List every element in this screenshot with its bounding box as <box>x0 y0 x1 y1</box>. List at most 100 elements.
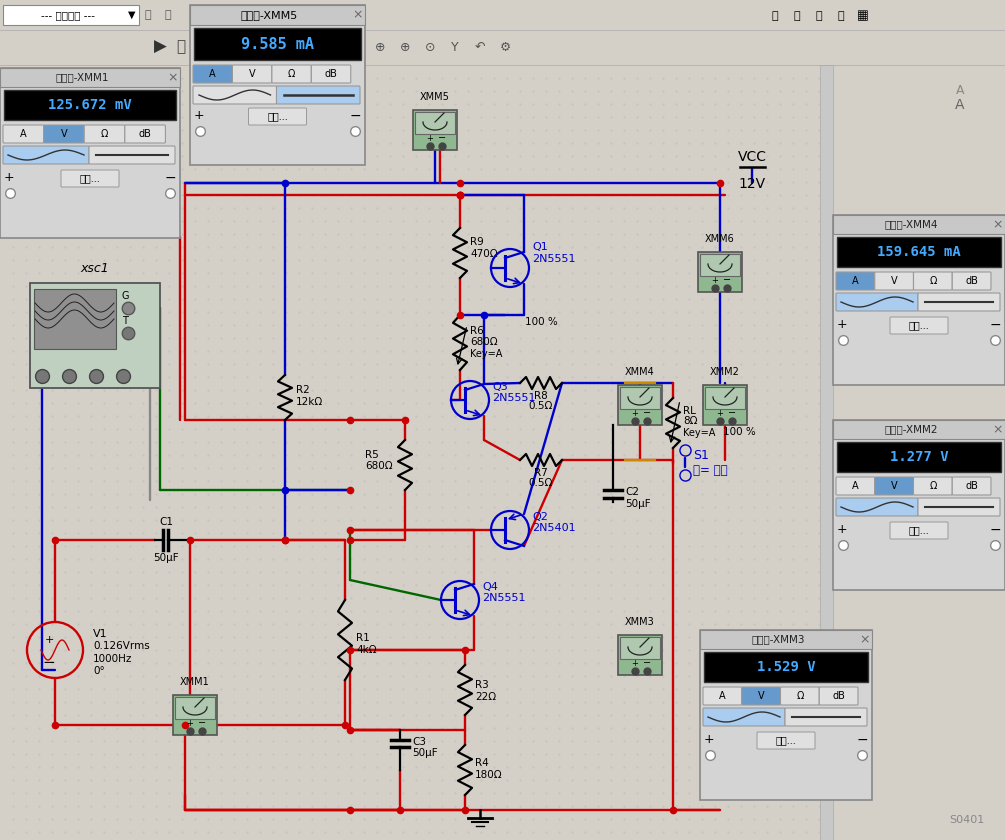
Text: 125.672 mV: 125.672 mV <box>48 98 132 112</box>
Text: Q2: Q2 <box>532 512 548 522</box>
Text: Key=A: Key=A <box>683 428 716 438</box>
Text: 🔧: 🔧 <box>145 10 152 20</box>
Text: 100 %: 100 % <box>723 427 756 437</box>
Bar <box>190 5 365 25</box>
Text: S1: S1 <box>693 449 709 461</box>
Text: dB: dB <box>325 69 338 79</box>
FancyBboxPatch shape <box>874 272 914 290</box>
Text: −: − <box>723 275 731 285</box>
Text: V: V <box>890 276 897 286</box>
Text: ⊙: ⊙ <box>425 40 435 54</box>
Text: 0°: 0° <box>93 666 105 676</box>
Text: +: + <box>194 109 205 122</box>
FancyBboxPatch shape <box>704 687 742 705</box>
Text: V: V <box>758 691 765 701</box>
FancyBboxPatch shape <box>914 272 952 290</box>
Text: Y: Y <box>451 40 459 54</box>
Text: R3: R3 <box>475 680 488 690</box>
FancyBboxPatch shape <box>918 498 1000 516</box>
Text: −: − <box>989 318 1001 332</box>
FancyBboxPatch shape <box>836 293 918 311</box>
Bar <box>620 387 660 409</box>
Text: 9.585 mA: 9.585 mA <box>241 36 314 51</box>
FancyBboxPatch shape <box>125 125 166 143</box>
Text: ▼: ▼ <box>129 10 136 20</box>
Text: dB: dB <box>139 129 152 139</box>
Text: R6: R6 <box>470 326 483 336</box>
Text: 万用表-XMM5: 万用表-XMM5 <box>241 10 298 20</box>
Text: ×: × <box>859 633 870 646</box>
FancyBboxPatch shape <box>781 687 819 705</box>
Bar <box>837 442 1001 472</box>
Text: XMM5: XMM5 <box>420 92 450 102</box>
Bar <box>415 112 455 134</box>
Text: Ω: Ω <box>796 691 804 701</box>
Text: --- 在用列表 ---: --- 在用列表 --- <box>41 10 95 20</box>
Bar <box>705 387 745 409</box>
Text: C1: C1 <box>159 517 173 527</box>
Bar <box>30 283 160 388</box>
Text: R1: R1 <box>356 633 370 643</box>
Bar <box>190 5 365 165</box>
FancyBboxPatch shape <box>890 522 948 539</box>
Text: 2N5551: 2N5551 <box>492 393 536 403</box>
FancyBboxPatch shape <box>914 477 952 495</box>
FancyBboxPatch shape <box>742 687 781 705</box>
Bar <box>820 65 833 840</box>
Text: ⊕: ⊕ <box>400 40 410 54</box>
Text: −: − <box>42 654 55 669</box>
Text: 0.5Ω: 0.5Ω <box>529 478 553 488</box>
Text: ×: × <box>993 423 1003 436</box>
Text: dB: dB <box>832 691 845 701</box>
Bar <box>175 697 215 719</box>
Text: +: + <box>4 171 15 184</box>
FancyBboxPatch shape <box>61 170 119 187</box>
Text: V: V <box>890 481 897 491</box>
Text: −: − <box>438 133 446 143</box>
Text: +: + <box>631 408 638 417</box>
Text: XMM4: XMM4 <box>625 367 655 377</box>
Text: xsc1: xsc1 <box>80 262 110 275</box>
Text: A: A <box>955 98 965 112</box>
Text: R8: R8 <box>534 391 548 401</box>
Text: +: + <box>837 523 847 536</box>
Text: ⊕: ⊕ <box>375 40 385 54</box>
Text: 1.277 V: 1.277 V <box>889 450 949 464</box>
Text: Key=A: Key=A <box>470 349 502 359</box>
Text: Ω: Ω <box>930 276 937 286</box>
Text: +: + <box>426 134 433 143</box>
FancyBboxPatch shape <box>918 293 1000 311</box>
Text: 🖰: 🖰 <box>165 10 171 20</box>
Text: 🔍: 🔍 <box>794 11 800 21</box>
Text: 100 %: 100 % <box>525 317 558 327</box>
Bar <box>194 28 361 60</box>
Text: 159.645 mA: 159.645 mA <box>877 245 961 259</box>
Text: R4: R4 <box>475 758 488 768</box>
Bar <box>833 215 1005 234</box>
Text: 0.5Ω: 0.5Ω <box>529 401 553 411</box>
Bar <box>0 0 1005 65</box>
Text: V: V <box>60 129 67 139</box>
Text: 2N5551: 2N5551 <box>532 254 576 264</box>
Text: A: A <box>209 69 216 79</box>
Text: +: + <box>717 408 724 417</box>
Text: R9: R9 <box>470 237 483 247</box>
Text: Ω: Ω <box>930 481 937 491</box>
Text: 4kΩ: 4kΩ <box>356 645 377 655</box>
Bar <box>618 635 662 675</box>
Text: 🔍: 🔍 <box>838 11 844 21</box>
Text: ▶: ▶ <box>154 38 167 56</box>
Bar <box>0 68 180 87</box>
Text: 470Ω: 470Ω <box>470 249 497 259</box>
Text: +: + <box>631 659 638 668</box>
Bar <box>700 254 740 276</box>
Bar <box>620 637 660 659</box>
Text: 🔍: 🔍 <box>816 11 822 21</box>
Bar <box>0 68 180 238</box>
FancyBboxPatch shape <box>312 65 351 83</box>
FancyBboxPatch shape <box>785 708 867 726</box>
Bar <box>700 630 872 649</box>
Text: +: + <box>712 276 719 285</box>
FancyBboxPatch shape <box>232 65 272 83</box>
Bar <box>837 237 1001 267</box>
